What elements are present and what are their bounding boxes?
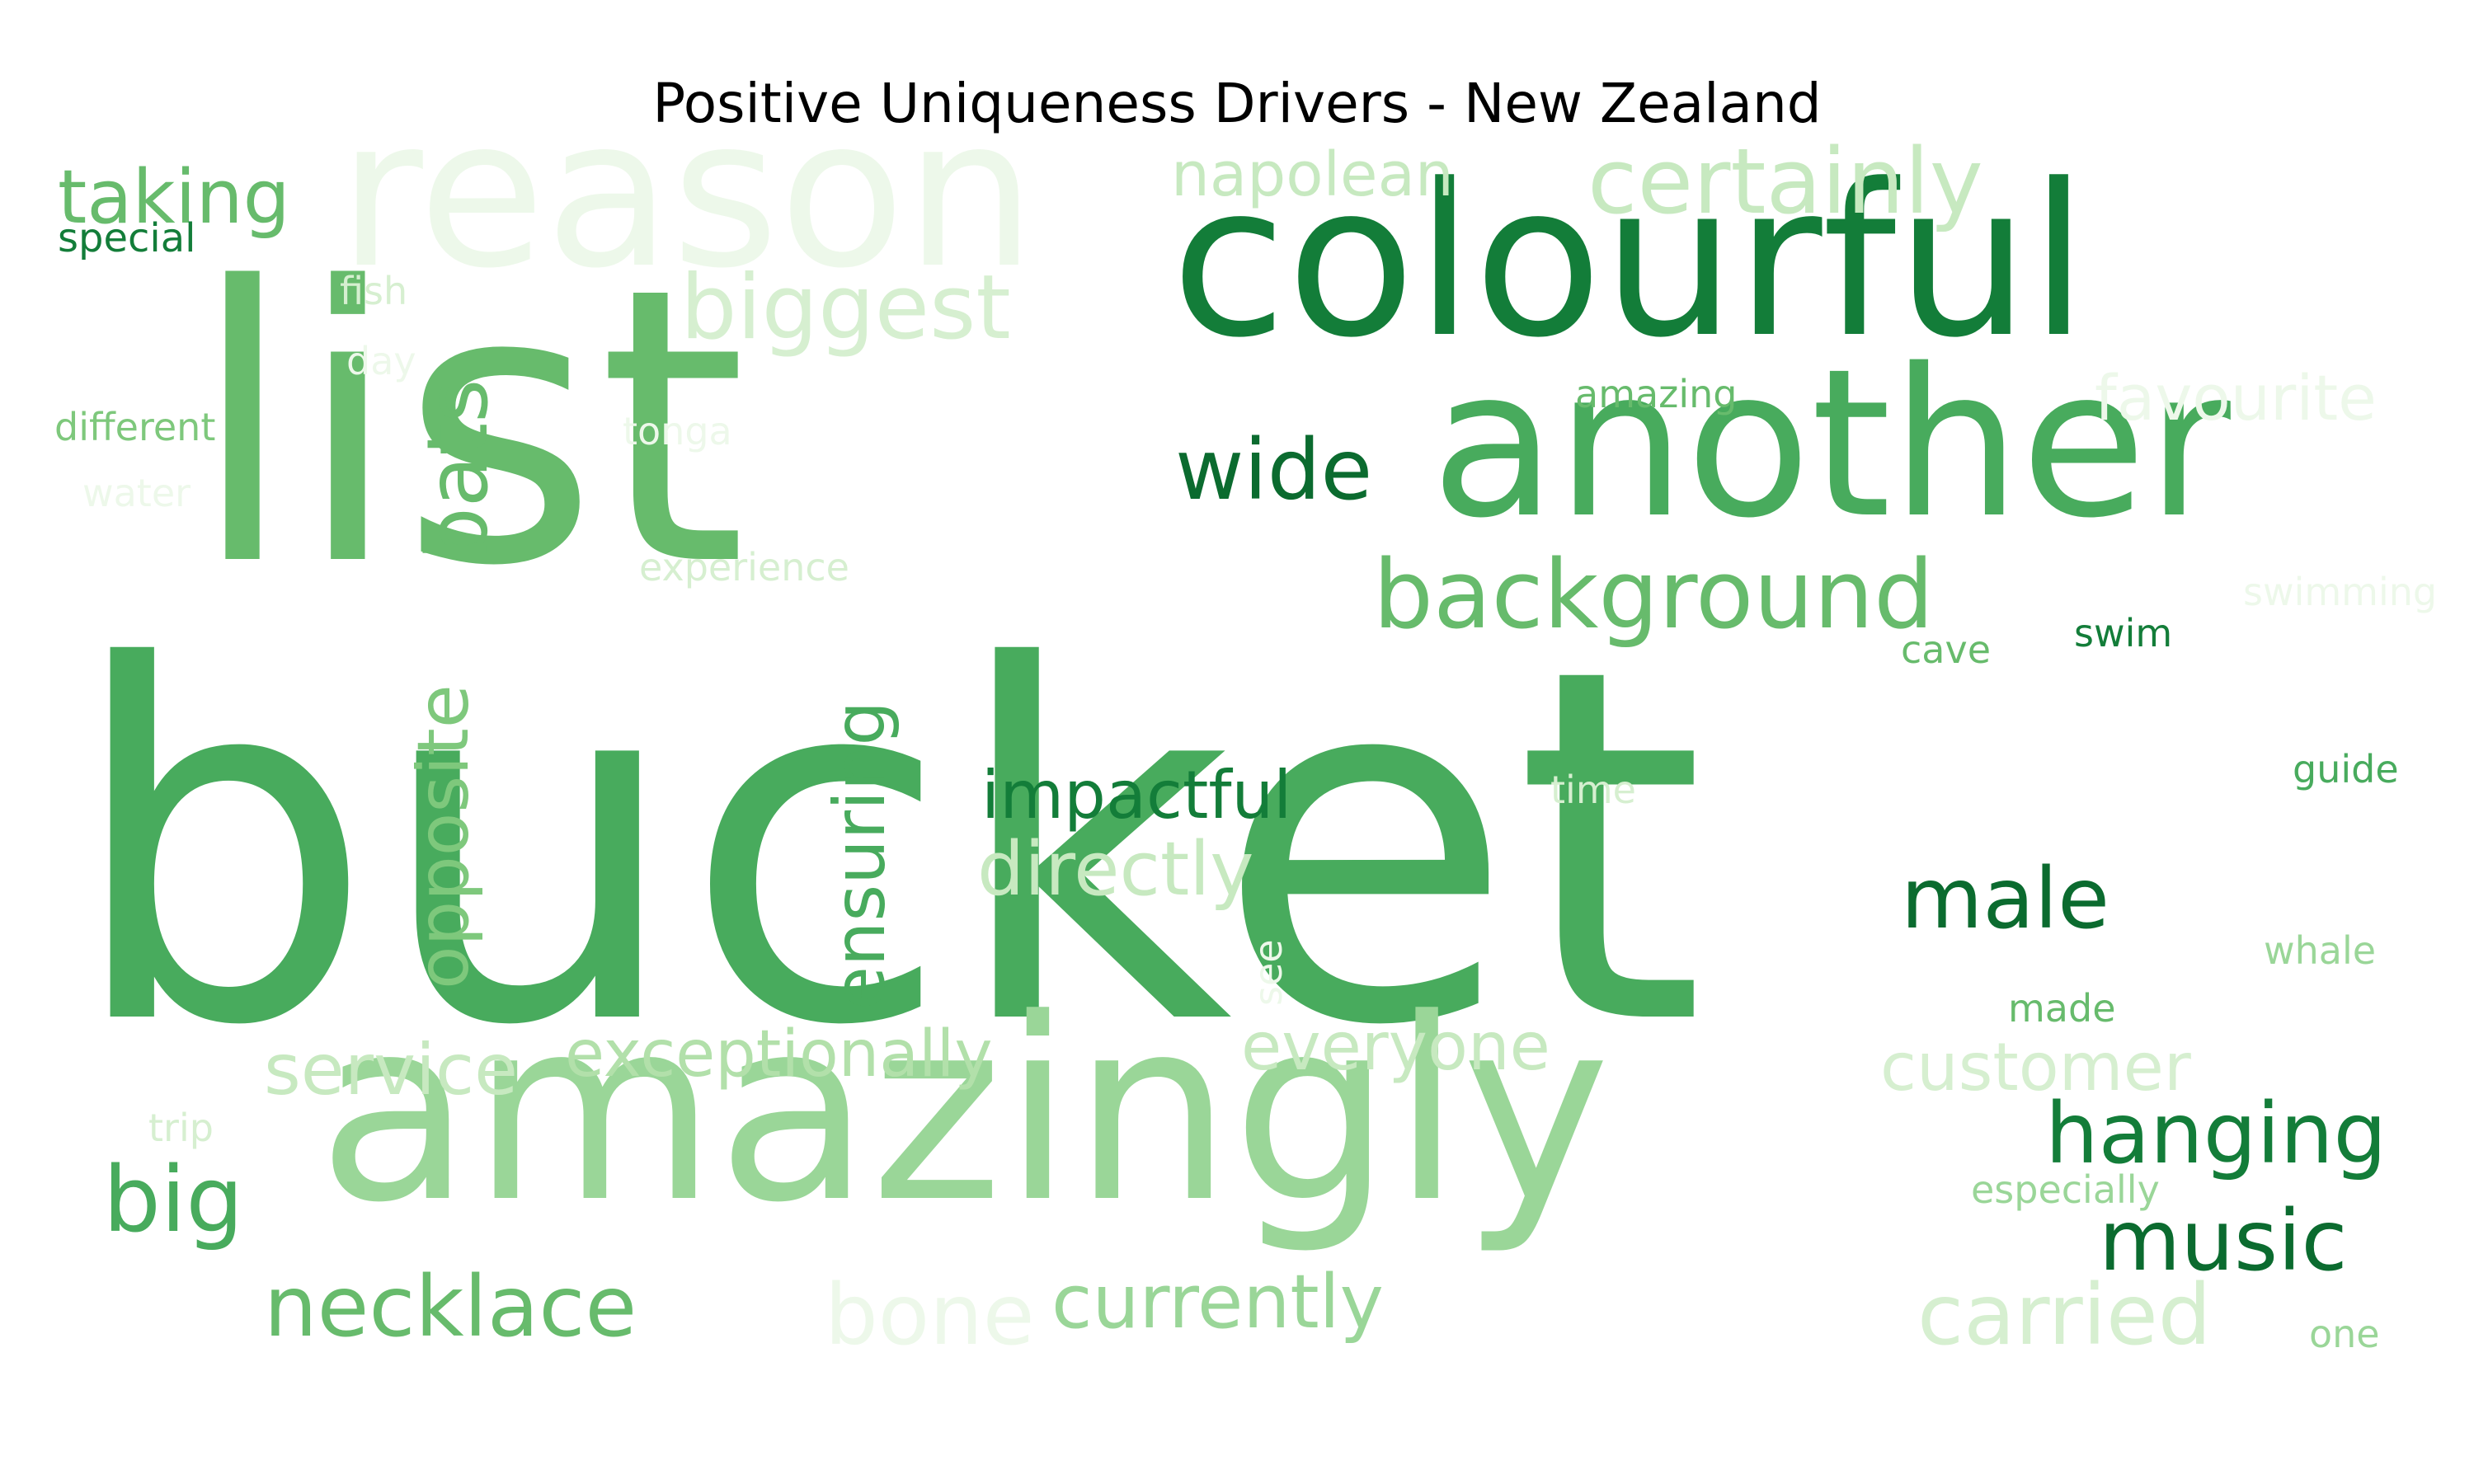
cloud-word-certainly: certainly bbox=[1587, 129, 1983, 234]
cloud-word-hanging: hanging bbox=[2045, 1085, 2387, 1183]
cloud-word-experience: experience bbox=[639, 545, 849, 589]
cloud-word-music: music bbox=[2099, 1192, 2348, 1290]
cloud-word-napolean: napolean bbox=[1171, 139, 1454, 210]
cloud-word-made: made bbox=[2008, 986, 2116, 1031]
cloud-word-swimming: swimming bbox=[2243, 570, 2438, 614]
cloud-word-trip: trip bbox=[148, 1106, 214, 1150]
cloud-word-bats: bats bbox=[409, 378, 507, 561]
chart-title: Positive Uniqueness Drivers - New Zealan… bbox=[652, 72, 1822, 135]
cloud-word-necklace: necklace bbox=[264, 1258, 637, 1356]
cloud-word-everyone: everyone bbox=[1241, 1008, 1550, 1085]
cloud-word-reason: reason bbox=[338, 73, 1036, 313]
cloud-word-opposite: opposite bbox=[402, 684, 485, 989]
cloud-word-bucket: bucket bbox=[66, 566, 1705, 1132]
cloud-word-service: service bbox=[264, 1029, 519, 1111]
cloud-word-impactful: impactful bbox=[981, 757, 1292, 834]
cloud-word-amazing: amazing bbox=[1575, 372, 1738, 416]
cloud-word-list: list bbox=[190, 208, 747, 649]
cloud-word-swim: swim bbox=[2074, 611, 2173, 655]
cloud-word-big: big bbox=[103, 1147, 244, 1252]
cloud-word-time: time bbox=[1550, 768, 1636, 812]
cloud-word-tonga: tonga bbox=[623, 409, 732, 453]
cloud-word-carried: carried bbox=[1917, 1266, 2212, 1364]
cloud-word-favourite: favourite bbox=[2095, 361, 2377, 434]
cloud-word-especially: especially bbox=[1971, 1167, 2160, 1212]
cloud-word-bone: bone bbox=[825, 1266, 1035, 1364]
cloud-word-male: male bbox=[1901, 850, 2109, 948]
cloud-word-another: another bbox=[1431, 326, 2231, 563]
cloud-word-see: see bbox=[1246, 939, 1291, 1006]
cloud-word-directly: directly bbox=[977, 826, 1254, 913]
cloud-word-whale: whale bbox=[2264, 928, 2377, 973]
cloud-word-currently: currently bbox=[1051, 1259, 1384, 1345]
cloud-word-ensuring: ensuring bbox=[819, 700, 901, 1010]
cloud-word-fish: fish bbox=[340, 269, 408, 313]
cloud-word-exceptionally: exceptionally bbox=[565, 1017, 993, 1092]
cloud-word-guide: guide bbox=[2293, 747, 2399, 791]
cloud-word-colourful: colourful bbox=[1171, 139, 2088, 384]
cloud-word-amazingly: amazingly bbox=[317, 965, 1611, 1257]
cloud-word-taking: taking bbox=[58, 154, 290, 241]
cloud-word-special: special bbox=[58, 215, 196, 261]
cloud-word-water: water bbox=[82, 471, 191, 515]
cloud-word-customer: customer bbox=[1880, 1029, 2191, 1106]
cloud-word-different: different bbox=[54, 405, 216, 449]
cloud-word-biggest: biggest bbox=[680, 256, 1011, 359]
cloud-word-day: day bbox=[346, 339, 416, 383]
cloud-word-cave: cave bbox=[1901, 627, 1992, 672]
cloud-word-background: background bbox=[1373, 540, 1935, 650]
cloud-word-wide: wide bbox=[1175, 421, 1373, 519]
cloud-word-one: one bbox=[2309, 1312, 2380, 1356]
